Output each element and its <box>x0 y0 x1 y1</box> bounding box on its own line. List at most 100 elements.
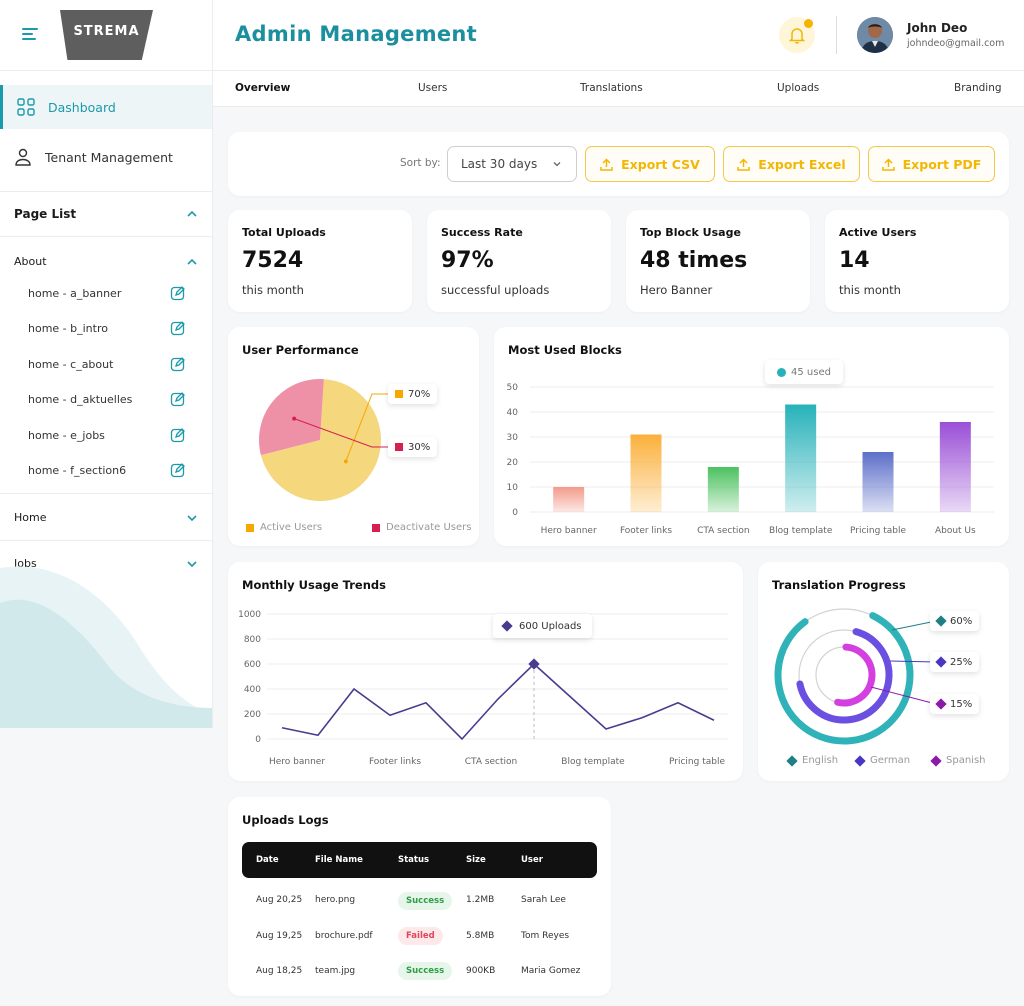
tab-overview[interactable]: Overview <box>235 82 291 94</box>
sidebar-item-tenant-management[interactable]: Tenant Management <box>0 135 212 179</box>
sidebar-header: STREMA <box>0 0 212 71</box>
tooltip-text: 45 used <box>791 366 831 378</box>
edit-icon[interactable] <box>170 462 186 478</box>
edit-icon[interactable] <box>170 320 186 336</box>
tab-branding[interactable]: Branding <box>954 82 1002 94</box>
y-tick-label: 1000 <box>238 610 261 620</box>
bar-tooltip: 45 used <box>765 360 843 384</box>
translation-ring-chart <box>774 608 937 745</box>
notifications-button[interactable] <box>779 17 815 53</box>
chevron-up-icon <box>187 258 197 265</box>
chevron-down-icon <box>187 514 197 521</box>
x-tick-label: Hero banner <box>269 757 325 767</box>
monthly-usage-card: Monthly Usage Trends 0 200 400 600 800 1000 He… <box>228 562 743 781</box>
home-section-label: Home <box>14 511 47 524</box>
page-list-item[interactable]: home - a_banner <box>28 285 186 301</box>
x-tick-label: Footer links <box>620 526 672 536</box>
stat-card-top-block: Top Block Usage 48 times Hero Banner <box>626 210 810 312</box>
home-section-toggle[interactable]: Home <box>14 511 198 524</box>
hamburger-menu-icon[interactable] <box>22 28 38 42</box>
user-performance-card: User Performance 70% 30% Active Users De… <box>228 327 479 546</box>
cell-date: Aug 18,25 <box>256 966 303 976</box>
tab-translations[interactable]: Translations <box>580 82 643 94</box>
y-tick-label: 50 <box>507 383 519 393</box>
x-tick-label: Blog template <box>561 757 625 767</box>
uploads-logs-card: Uploads Logs Date File Name Status Size … <box>228 797 611 996</box>
pie-callout-active: 70% <box>388 384 438 404</box>
callout-value: 15% <box>950 698 973 710</box>
legend-item: Active Users <box>246 522 322 533</box>
page-list-item[interactable]: home - e_jobs <box>28 427 186 443</box>
page-list-toggle[interactable]: Page List <box>14 207 198 221</box>
cell-file: brochure.pdf <box>315 931 373 941</box>
cell-file: hero.png <box>315 895 356 905</box>
page-name: home - d_aktuelles <box>28 392 133 406</box>
user-name: John Deo <box>907 21 968 35</box>
edit-icon[interactable] <box>170 427 186 443</box>
sort-select[interactable]: Last 30 days <box>447 146 577 182</box>
about-section-toggle[interactable]: About <box>14 255 198 268</box>
export-pdf-button[interactable]: Export PDF <box>868 146 995 182</box>
edit-icon[interactable] <box>170 356 186 372</box>
edit-icon[interactable] <box>170 285 186 301</box>
top-header: Admin Management John Deo johndeo@gmail.… <box>213 0 1024 71</box>
export-csv-button[interactable]: Export CSV <box>585 146 715 182</box>
cell-size: 1.2MB <box>466 895 495 905</box>
export-excel-button[interactable]: Export Excel <box>723 146 860 182</box>
stat-label: Active Users <box>839 226 917 239</box>
page-list-item[interactable]: home - b_intro <box>28 320 186 336</box>
legend-swatch <box>786 754 798 767</box>
stat-label: Success Rate <box>441 226 523 239</box>
page-list-item[interactable]: home - d_aktuelles <box>28 391 186 407</box>
y-tick-label: 200 <box>244 710 261 720</box>
avatar[interactable] <box>857 17 893 53</box>
ring-callout-german: 25% <box>930 652 980 672</box>
status-badge: Failed <box>398 927 443 945</box>
cell-size: 900KB <box>466 966 496 976</box>
page-name: home - b_intro <box>28 321 108 335</box>
grid-icon <box>17 98 35 116</box>
page-name: home - a_banner <box>28 286 122 300</box>
legend-label: English <box>802 755 839 766</box>
tab-users[interactable]: Users <box>418 82 448 94</box>
sidebar-item-dashboard[interactable]: Dashboard <box>0 85 212 129</box>
pie-leader-dot <box>343 459 348 464</box>
edit-icon[interactable] <box>170 391 186 407</box>
y-tick-label: 0 <box>255 735 261 745</box>
pie-leader-dot <box>292 416 297 421</box>
callout-value: 60% <box>950 615 973 627</box>
tooltip-text: 600 Uploads <box>519 620 582 632</box>
divider <box>0 493 212 494</box>
column-header: Status <box>398 855 430 865</box>
ring-arc <box>796 628 893 724</box>
page-list-item[interactable]: home - c_about <box>28 356 186 372</box>
notification-dot <box>804 19 813 28</box>
ring-leader-line <box>870 686 937 705</box>
pie-slice <box>260 379 381 501</box>
x-tick-label: Pricing table <box>850 526 906 536</box>
stat-value: 14 <box>839 248 870 273</box>
stat-label: Total Uploads <box>242 226 326 239</box>
legend-swatch <box>930 754 942 767</box>
legend-item: English <box>786 754 839 767</box>
x-tick-label: CTA section <box>697 526 750 536</box>
most-used-blocks-card: Most Used Blocks 0 10 20 30 40 50 Hero banner F… <box>494 327 1009 546</box>
legend-swatch <box>246 523 254 532</box>
user-photo <box>857 17 893 53</box>
ring-leader-line <box>889 660 937 663</box>
card-title: Translation Progress <box>772 578 906 592</box>
tooltip-dot <box>777 367 786 377</box>
cell-date: Aug 20,25 <box>256 895 303 905</box>
y-tick-label: 800 <box>244 635 261 645</box>
export-csv-label: Export CSV <box>621 156 700 172</box>
series-line <box>281 662 715 741</box>
legend-item: Deactivate Users <box>372 522 471 533</box>
page-list-item[interactable]: home - f_section6 <box>28 462 186 478</box>
x-tick-label: CTA section <box>465 757 518 767</box>
page-list-title: Page List <box>14 207 77 221</box>
tab-uploads[interactable]: Uploads <box>777 82 820 94</box>
brand-logo[interactable]: STREMA <box>60 10 153 60</box>
user-performance-pie <box>259 379 388 501</box>
y-tick-label: 10 <box>507 483 519 493</box>
most-used-bar-chart: 0 10 20 30 40 50 Hero banner Footer links CTA se… <box>507 383 994 536</box>
